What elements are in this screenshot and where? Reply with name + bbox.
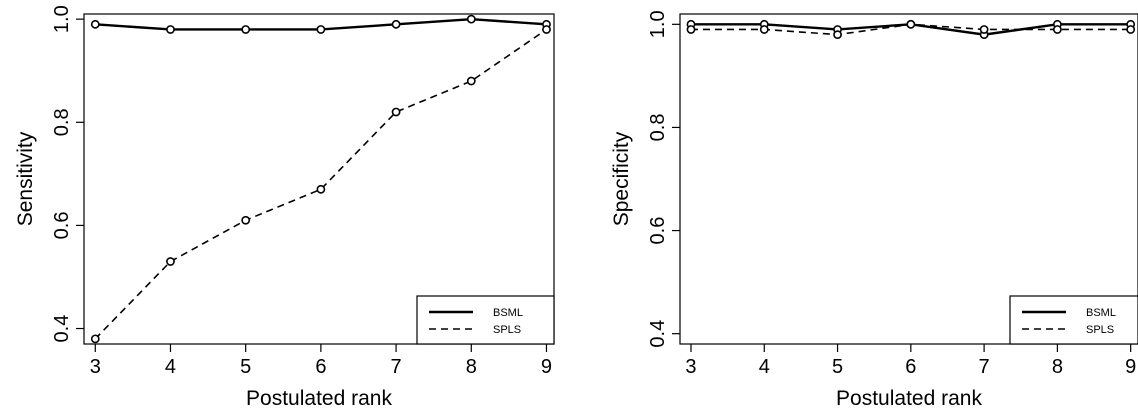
x-axis-label: Postulated rank [836, 387, 982, 410]
x-tick-label: 6 [905, 356, 916, 378]
data-point-spls [759, 25, 769, 34]
legend: BSML SPLS [1009, 295, 1138, 345]
y-tick-label: 0.8 [647, 114, 669, 142]
data-point-spls [906, 19, 916, 29]
x-tick-label: 9 [1125, 356, 1136, 378]
plot-frame [679, 13, 1138, 345]
x-tick-label: 7 [391, 356, 402, 378]
legend-box [416, 295, 555, 345]
chart-2: 3 4 5 6 7 8 9 0.4 0.6 0.8 1.0 Postulated rank Specif… [610, 10, 1138, 410]
y-tick-label: 0.4 [51, 315, 73, 343]
x-tick-label: 5 [832, 356, 843, 378]
data-point-spls [90, 334, 100, 344]
y-tick-label: 0.8 [51, 108, 73, 136]
data-point-spls [686, 25, 696, 34]
legend-label-spls: SPLS [493, 324, 521, 336]
data-point-bsml [391, 19, 401, 29]
data-point-spls [466, 76, 476, 86]
x-tick-label: 8 [466, 356, 477, 378]
data-point-spls [542, 25, 551, 34]
x-tick-label: 7 [979, 356, 990, 378]
y-tick-label: 1.0 [51, 5, 73, 33]
data-point-spls [316, 184, 326, 194]
data-point-bsml [90, 19, 100, 29]
legend-label-bsml: BSML [493, 307, 523, 319]
data-point-spls [1126, 25, 1136, 34]
series-line-spls [94, 28, 547, 340]
y-tick-label: 0.4 [647, 320, 669, 348]
x-tick-label: 4 [165, 356, 176, 378]
y-axis-label: Specificity [610, 131, 633, 226]
data-point-spls [979, 25, 989, 34]
y-tick-label: 0.6 [647, 217, 669, 245]
y-tick-label: 1.0 [647, 10, 669, 38]
legend-label-bsml: BSML [1086, 307, 1116, 319]
data-point-bsml [466, 14, 476, 24]
legend: BSML SPLS [416, 295, 555, 345]
x-axis-label: Postulated rank [246, 387, 392, 410]
x-tick-label: 3 [685, 356, 696, 378]
data-point-bsml [241, 25, 251, 34]
plot-frame [83, 13, 555, 345]
x-tick-label: 4 [759, 356, 770, 378]
y-tick-label: 0.6 [51, 212, 73, 240]
legend-box [1009, 295, 1138, 345]
x-tick-label: 5 [240, 356, 251, 378]
legend-label-spls: SPLS [1086, 324, 1114, 336]
data-point-bsml [316, 25, 326, 34]
x-tick-label: 8 [1052, 356, 1063, 378]
data-point-spls [833, 30, 842, 40]
data-point-bsml [166, 25, 175, 34]
data-point-spls [391, 107, 401, 117]
chart-1: 3 4 5 6 7 8 9 0.4 0.6 0.8 1.0 Postulated rank Sensit… [14, 5, 555, 410]
y-axis-label: Sensitivity [14, 131, 37, 226]
x-tick-label: 6 [315, 356, 326, 378]
x-tick-label: 9 [541, 356, 552, 378]
data-point-spls [241, 215, 251, 225]
data-point-spls [1052, 25, 1062, 34]
x-tick-label: 3 [90, 356, 101, 378]
data-point-spls [166, 257, 175, 266]
